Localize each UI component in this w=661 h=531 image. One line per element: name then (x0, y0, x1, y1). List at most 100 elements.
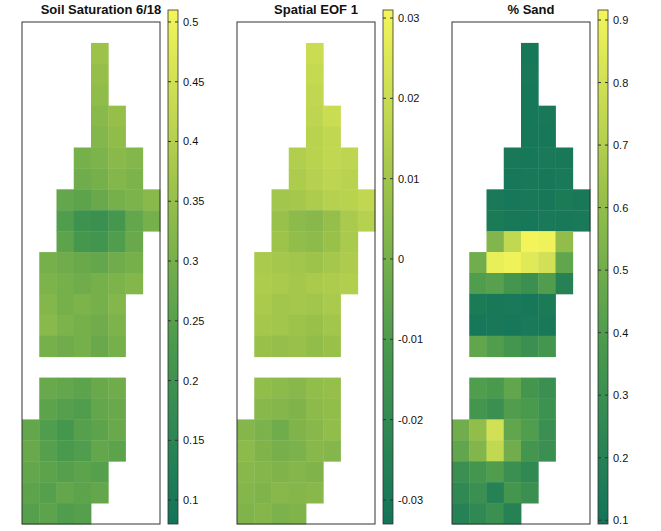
heatmap-cell (254, 336, 272, 357)
heatmap-cell (469, 273, 487, 294)
panel-title: % Sand (508, 2, 555, 17)
heatmap-cell (91, 378, 109, 399)
heatmap-cell (289, 294, 307, 315)
heatmap-cell (306, 461, 324, 482)
heatmap-cell (57, 252, 75, 273)
colorbar-tick (175, 141, 178, 142)
heatmap-cell (108, 315, 126, 336)
heatmap-cell (289, 189, 307, 210)
heatmap-cell (74, 294, 92, 315)
heatmap-cell (323, 336, 341, 357)
heatmap-cell (504, 189, 522, 210)
colorbar-tick (168, 500, 171, 501)
heatmap-cell (521, 252, 539, 273)
heatmap-cell (289, 148, 307, 169)
heatmap-cell (306, 210, 324, 231)
colorbar-tick (383, 499, 386, 500)
colorbar-tick-label: 0.01 (398, 173, 419, 185)
heatmap-cell (306, 85, 324, 106)
heatmap-cell (487, 210, 505, 231)
heatmap-cell (487, 419, 505, 440)
heatmap-cell (487, 503, 505, 524)
heatmap-cell (272, 461, 290, 482)
colorbar-tick (383, 98, 386, 99)
heatmap-cell (504, 252, 522, 273)
heatmap-cell (91, 482, 109, 503)
heatmap-cell (108, 189, 126, 210)
heatmap-cell (521, 419, 539, 440)
heatmap-cell (521, 315, 539, 336)
colorbar-tick (390, 18, 393, 19)
heatmap-cell (143, 210, 161, 231)
colorbar-tick-label: 0.4 (183, 135, 198, 147)
heatmap-cell (39, 461, 57, 482)
heatmap-cell (504, 148, 522, 169)
colorbar-tick (175, 320, 178, 321)
heatmap-cell (91, 294, 109, 315)
heatmap-cell (556, 189, 574, 210)
colorbar-tick (168, 261, 171, 262)
heatmap-cell (108, 294, 126, 315)
heatmap-cell (323, 168, 341, 189)
plot-frame (22, 22, 160, 524)
heatmap-cell (538, 315, 556, 336)
heatmap-cell (272, 440, 290, 461)
plot-frame (237, 22, 375, 524)
heatmap-cell (573, 210, 591, 231)
heatmap-cell (556, 231, 574, 252)
heatmap-cell (538, 252, 556, 273)
heatmap-cell (306, 106, 324, 127)
heatmap-cell (57, 503, 75, 524)
heatmap-cell (452, 440, 470, 461)
panel-title: Spatial EOF 1 (274, 2, 358, 17)
colorbar (383, 10, 393, 524)
heatmap-cell (521, 461, 539, 482)
colorbar-tick (175, 440, 178, 441)
heatmap-cell (469, 252, 487, 273)
heatmap-cell (126, 231, 144, 252)
heatmap-cell (74, 273, 92, 294)
heatmap-cell (74, 461, 92, 482)
heatmap-cell (487, 252, 505, 273)
heatmap-cell (39, 252, 57, 273)
heatmap-cell (272, 336, 290, 357)
heatmap-cell (143, 189, 161, 210)
heatmap-panel (237, 43, 375, 524)
heatmap-cell (323, 252, 341, 273)
heatmap-cell (538, 106, 556, 127)
heatmap-cell (91, 64, 109, 85)
colorbar-tick-label: 0.2 (613, 452, 628, 464)
heatmap-cell (521, 294, 539, 315)
heatmap-cell (487, 336, 505, 357)
heatmap-cell (126, 252, 144, 273)
colorbar-tick-label: 0.1 (183, 494, 198, 506)
heatmap-cell (126, 273, 144, 294)
heatmap-cell (538, 168, 556, 189)
heatmap-cell (57, 210, 75, 231)
heatmap-cell (91, 461, 109, 482)
heatmap-cell (521, 336, 539, 357)
figure: Soil Saturation 6/180.10.150.20.250.30.3… (0, 0, 661, 531)
heatmap-cell (504, 336, 522, 357)
heatmap-cell (108, 148, 126, 169)
heatmap-cell (272, 210, 290, 231)
heatmap-cell (358, 189, 376, 210)
heatmap-cell (108, 419, 126, 440)
heatmap-cell (74, 168, 92, 189)
heatmap-cell (108, 127, 126, 148)
heatmap-cell (306, 399, 324, 420)
heatmap-cell (341, 273, 359, 294)
heatmap-cell (521, 231, 539, 252)
colorbar-tick (605, 207, 608, 208)
heatmap-cell (323, 148, 341, 169)
heatmap-cell (39, 273, 57, 294)
heatmap-cell (341, 148, 359, 169)
heatmap-cell (341, 189, 359, 210)
heatmap-cell (538, 294, 556, 315)
heatmap-cell (254, 461, 272, 482)
heatmap-cell (521, 127, 539, 148)
heatmap-cell (108, 440, 126, 461)
heatmap-cell (254, 399, 272, 420)
colorbar-tick-label: 0.5 (613, 264, 628, 276)
colorbar-tick-label: 0.9 (613, 14, 628, 26)
